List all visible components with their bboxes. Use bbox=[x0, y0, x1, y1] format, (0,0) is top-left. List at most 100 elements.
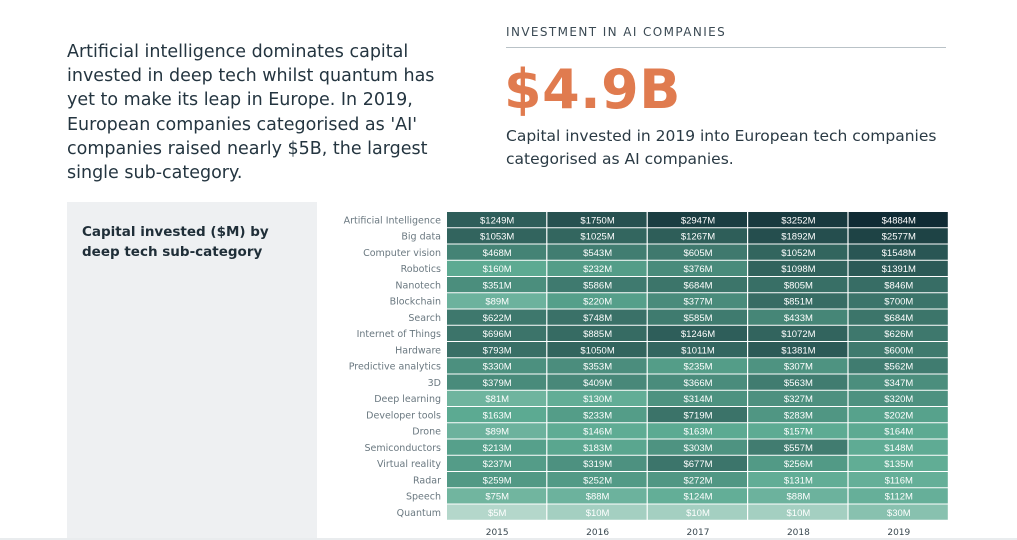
cell-value-label: $1750M bbox=[580, 215, 614, 226]
heatmap-cell bbox=[547, 488, 647, 504]
cell-value-label: $605M bbox=[683, 248, 712, 259]
cell-value-label: $700M bbox=[884, 297, 913, 308]
heatmap-cell bbox=[848, 455, 948, 471]
cell-value-label: $433M bbox=[784, 313, 813, 324]
row-label: Internet of Things bbox=[357, 329, 441, 340]
heatmap-cell bbox=[547, 325, 647, 341]
cell-value-label: $164M bbox=[884, 427, 913, 438]
x-tick-label: 2015 bbox=[486, 528, 509, 538]
cell-value-label: $319M bbox=[583, 459, 612, 470]
heatmap-cell bbox=[447, 228, 547, 244]
cell-value-label: $562M bbox=[884, 362, 913, 373]
row-label: Predictive analytics bbox=[349, 362, 441, 373]
heatmap-cell bbox=[647, 325, 747, 341]
cell-value-label: $272M bbox=[683, 475, 712, 486]
cell-value-label: $327M bbox=[784, 394, 813, 405]
row-label: Speech bbox=[406, 492, 441, 503]
cell-value-label: $1246M bbox=[681, 329, 715, 340]
heatmap-cell bbox=[848, 374, 948, 390]
heatmap-cell bbox=[547, 407, 647, 423]
cell-value-label: $684M bbox=[683, 280, 712, 291]
heatmap-cell bbox=[848, 277, 948, 293]
heatmap-cell bbox=[848, 390, 948, 406]
heatmap-cell bbox=[447, 472, 547, 488]
heatmap-cell bbox=[848, 309, 948, 325]
cell-value-label: $148M bbox=[884, 443, 913, 454]
heatmap-cell bbox=[447, 504, 547, 520]
row-label: 3D bbox=[428, 378, 441, 389]
row-label: Deep learning bbox=[374, 394, 441, 405]
heatmap-cell bbox=[848, 358, 948, 374]
heatmap-cell bbox=[547, 439, 647, 455]
x-tick-label: 2016 bbox=[586, 528, 609, 538]
heatmap-cell bbox=[447, 342, 547, 358]
cell-value-label: $696M bbox=[483, 329, 512, 340]
cell-value-label: $75M bbox=[485, 492, 509, 503]
heatmap-cell bbox=[547, 309, 647, 325]
cell-value-label: $1072M bbox=[781, 329, 815, 340]
heatmap-cell bbox=[547, 244, 647, 260]
heatmap-cell bbox=[547, 277, 647, 293]
cell-value-label: $805M bbox=[784, 280, 813, 291]
row-label: Artificial Intelligence bbox=[344, 215, 442, 226]
cell-value-label: $2577M bbox=[882, 232, 916, 243]
cell-value-label: $314M bbox=[683, 394, 712, 405]
heatmap-cell bbox=[647, 293, 747, 309]
heatmap-cell bbox=[447, 390, 547, 406]
cell-value-label: $1548M bbox=[882, 248, 916, 259]
heatmap-cell bbox=[848, 504, 948, 520]
heatmap-cell bbox=[647, 472, 747, 488]
heatmap-cell bbox=[748, 439, 848, 455]
cell-value-label: $2947M bbox=[681, 215, 715, 226]
heatmap-cell bbox=[647, 342, 747, 358]
heatmap-cell bbox=[447, 455, 547, 471]
cell-value-label: $157M bbox=[784, 427, 813, 438]
heatmap-cell bbox=[848, 439, 948, 455]
heatmap-cell bbox=[647, 228, 747, 244]
cell-value-label: $353M bbox=[583, 362, 612, 373]
cell-value-label: $10M bbox=[686, 508, 710, 519]
cell-value-label: $10M bbox=[787, 508, 811, 519]
cell-value-label: $213M bbox=[483, 443, 512, 454]
cell-value-label: $563M bbox=[784, 378, 813, 389]
heatmap-cell bbox=[647, 455, 747, 471]
heatmap-cell bbox=[647, 260, 747, 276]
heatmap-cell bbox=[547, 358, 647, 374]
cell-value-label: $146M bbox=[583, 427, 612, 438]
cell-value-label: $585M bbox=[683, 313, 712, 324]
cell-value-label: $557M bbox=[784, 443, 813, 454]
heatmap-cell bbox=[447, 407, 547, 423]
chart-title-panel: Capital invested ($M) by deep tech sub-c… bbox=[67, 202, 317, 540]
heatmap-cell bbox=[748, 390, 848, 406]
row-label: Radar bbox=[413, 475, 441, 486]
heatmap-cell bbox=[748, 342, 848, 358]
heatmap-cell bbox=[547, 390, 647, 406]
heatmap-cell bbox=[647, 504, 747, 520]
heatmap-cell bbox=[748, 504, 848, 520]
heatmap-cell bbox=[748, 260, 848, 276]
row-label: Hardware bbox=[395, 345, 441, 356]
cell-value-label: $1249M bbox=[480, 215, 514, 226]
heatmap-cell bbox=[748, 472, 848, 488]
cell-value-label: $259M bbox=[483, 475, 512, 486]
cell-value-label: $376M bbox=[683, 264, 712, 275]
row-label: Blockchain bbox=[390, 297, 441, 308]
heatmap-cell bbox=[748, 358, 848, 374]
heatmap-cell bbox=[547, 423, 647, 439]
cell-value-label: $793M bbox=[483, 345, 512, 356]
heatmap-cell bbox=[447, 374, 547, 390]
x-tick-label: 2017 bbox=[687, 528, 710, 538]
cell-value-label: $116M bbox=[885, 475, 913, 486]
cell-value-label: $30M bbox=[887, 508, 911, 519]
heatmap-cell bbox=[447, 260, 547, 276]
row-label: Virtual reality bbox=[377, 459, 441, 470]
cell-value-label: $377M bbox=[683, 297, 712, 308]
heatmap-cell bbox=[748, 423, 848, 439]
row-label: Nanotech bbox=[395, 280, 441, 291]
heatmap-cell bbox=[547, 212, 647, 228]
cell-value-label: $351M bbox=[483, 280, 512, 291]
heatmap-cell bbox=[748, 325, 848, 341]
heatmap-cell bbox=[647, 358, 747, 374]
heatmap-cell bbox=[848, 228, 948, 244]
heatmap-cell bbox=[547, 228, 647, 244]
